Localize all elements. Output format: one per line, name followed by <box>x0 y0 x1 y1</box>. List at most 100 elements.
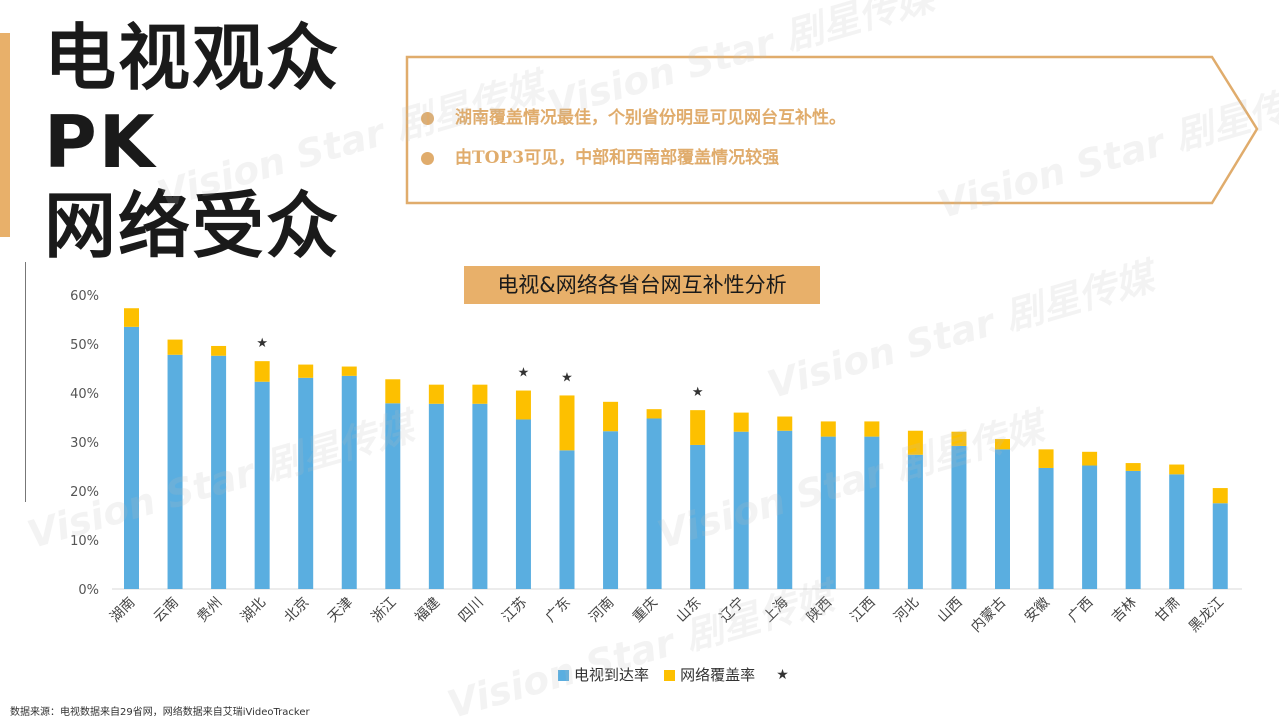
legend-swatch-web <box>664 670 676 681</box>
bar-tv-北京 <box>298 377 314 589</box>
bar-web-辽宁 <box>733 412 749 432</box>
bar-tv-山西 <box>951 445 967 589</box>
headline: 电视观众 PK 网络受众 <box>44 16 374 268</box>
headline-line-3: 网络受众 <box>44 184 341 268</box>
x-tick-label: 山东 <box>673 595 704 626</box>
bar-web-陕西 <box>820 421 836 437</box>
y-tick-label: 60% <box>70 289 99 304</box>
x-tick-label: 甘肃 <box>1152 595 1183 626</box>
bar-tv-甘肃 <box>1169 474 1185 589</box>
y-tick-label: 40% <box>70 387 99 402</box>
bar-web-天津 <box>341 366 357 376</box>
x-tick-label: 广东 <box>543 595 574 626</box>
x-tick-label: 江西 <box>848 595 879 626</box>
bar-tv-河南 <box>603 431 619 589</box>
y-tick-label: 50% <box>70 338 99 353</box>
bar-web-吉林 <box>1125 463 1141 471</box>
legend-item-web: 网络覆盖率 <box>664 664 755 685</box>
chart-title: 电视&网络各省台网互补性分析 <box>464 266 820 304</box>
x-tick-label: 河南 <box>586 595 617 626</box>
bullet-icon <box>421 112 434 125</box>
x-tick-label: 湖南 <box>107 595 138 626</box>
x-tick-label: 山西 <box>935 595 966 626</box>
legend-swatch-tv <box>558 670 569 681</box>
legend-star-icon: ★ <box>776 666 789 683</box>
bar-web-山西 <box>951 431 967 446</box>
bar-tv-云南 <box>167 354 183 589</box>
bar-tv-陕西 <box>820 436 836 589</box>
bar-web-浙江 <box>385 379 401 404</box>
bar-tv-辽宁 <box>733 431 749 589</box>
chart-legend: 电视到达率 网络覆盖率 ★ <box>558 664 789 686</box>
bar-tv-黑龙江 <box>1212 503 1228 589</box>
legend-item-tv: 电视到达率 <box>558 664 649 685</box>
headline-line-1: 电视观众 <box>44 16 341 100</box>
vertical-divider <box>25 262 26 502</box>
bar-web-云南 <box>167 339 183 355</box>
bar-web-湖北 <box>254 361 270 382</box>
bar-tv-安徽 <box>1038 467 1054 589</box>
bar-tv-贵州 <box>211 355 227 589</box>
bar-tv-福建 <box>428 403 444 589</box>
bar-tv-湖南 <box>124 326 139 589</box>
x-tick-label: 天津 <box>325 595 356 626</box>
callout-arrow-frame <box>405 55 1259 205</box>
bar-tv-重庆 <box>646 418 662 589</box>
x-tick-label: 福建 <box>412 595 443 626</box>
x-tick-label: 云南 <box>151 595 182 626</box>
bar-web-北京 <box>298 364 314 378</box>
star-marker-江苏: ★ <box>518 366 530 381</box>
bar-web-福建 <box>428 384 444 404</box>
bar-tv-广东 <box>559 450 575 589</box>
bar-web-甘肃 <box>1169 464 1185 475</box>
bar-web-重庆 <box>646 409 662 419</box>
bar-web-贵州 <box>211 345 227 356</box>
bar-web-上海 <box>777 416 793 431</box>
bar-web-广西 <box>1082 451 1098 466</box>
bar-tv-天津 <box>341 375 357 589</box>
star-marker-广东: ★ <box>561 370 573 385</box>
x-tick-label: 浙江 <box>369 595 400 626</box>
bar-web-四川 <box>472 384 488 404</box>
x-tick-label: 上海 <box>760 595 791 626</box>
star-marker-山东: ★ <box>692 385 704 400</box>
bar-tv-上海 <box>777 430 793 589</box>
callout-point: 湖南覆盖情况最佳，个别省份明显可见网台互补性。 <box>421 105 846 145</box>
x-tick-label: 辽宁 <box>716 594 748 626</box>
y-tick-label: 0% <box>78 583 99 598</box>
x-tick-label: 吉林 <box>1109 595 1140 626</box>
callout-point: 由TOP3可见，中部和西南部覆盖情况较强 <box>421 145 846 185</box>
bar-tv-山东 <box>690 444 706 589</box>
x-tick-label: 北京 <box>281 595 312 626</box>
x-tick-label: 内蒙古 <box>968 595 1009 636</box>
x-tick-label: 河北 <box>891 595 922 626</box>
bar-tv-河北 <box>907 454 923 589</box>
data-source-note: 数据来源：电视数据来自29省网，网络数据来自艾瑞iVideoTracker <box>10 707 310 718</box>
x-tick-label: 四川 <box>456 595 487 626</box>
headline-line-2: PK <box>44 100 157 184</box>
bar-web-广东 <box>559 395 575 451</box>
legend-label-tv: 电视到达率 <box>574 666 650 684</box>
bar-tv-四川 <box>472 403 488 589</box>
x-tick-label: 陕西 <box>804 595 835 626</box>
x-tick-label: 重庆 <box>630 595 661 626</box>
x-tick-label: 安徽 <box>1022 595 1053 626</box>
callout-list: 湖南覆盖情况最佳，个别省份明显可见网台互补性。 由TOP3可见，中部和西南部覆盖… <box>421 105 846 185</box>
bar-web-河北 <box>907 430 923 455</box>
bar-web-河南 <box>603 401 619 432</box>
y-tick-label: 30% <box>70 436 99 451</box>
bar-tv-内蒙古 <box>995 449 1010 589</box>
callout-box: 湖南覆盖情况最佳，个别省份明显可见网台互补性。 由TOP3可见，中部和西南部覆盖… <box>405 55 1260 207</box>
bar-web-江苏 <box>515 390 531 420</box>
bullet-icon <box>421 152 434 165</box>
x-tick-label: 江苏 <box>499 595 530 626</box>
bar-tv-湖北 <box>254 381 270 589</box>
bar-web-安徽 <box>1038 449 1054 468</box>
y-tick-label: 10% <box>70 534 99 549</box>
star-marker-湖北: ★ <box>256 336 268 351</box>
bar-web-江西 <box>864 421 880 437</box>
bar-web-内蒙古 <box>995 439 1010 450</box>
y-tick-label: 20% <box>70 485 99 500</box>
x-tick-label: 广西 <box>1065 595 1096 626</box>
